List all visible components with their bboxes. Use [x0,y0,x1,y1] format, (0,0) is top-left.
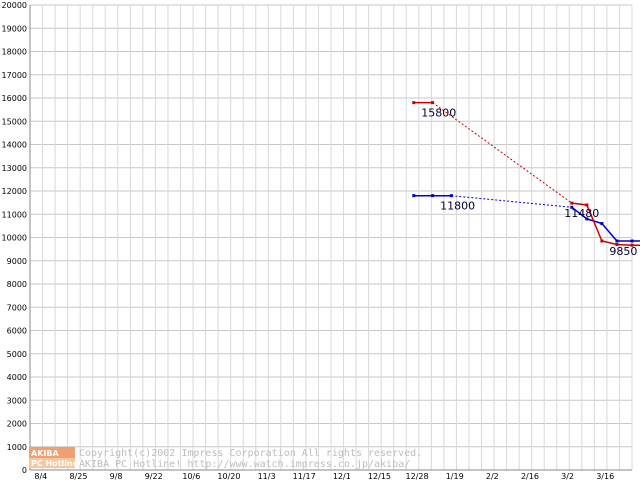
series-line [571,206,640,242]
site-url-line: AKIBA PC Hotline! http://www.watch.impre… [79,459,410,470]
y-tick-label: 16000 [2,94,27,103]
y-tick-label: 10000 [2,234,27,243]
y-tick-label: 9000 [7,257,27,266]
x-tick-label: 1/19 [446,472,464,480]
y-tick-label: 1000 [7,443,27,452]
y-tick-label: 13000 [2,164,27,173]
x-tick-label: 12/15 [368,472,391,480]
series-point [570,205,574,209]
x-tick-label: 12/1 [333,472,351,480]
y-tick-label: 3000 [7,396,27,405]
data-label: 11480 [564,207,599,220]
series-point [431,194,435,198]
x-tick-label: 9/22 [145,472,163,480]
logo-block-top [29,447,75,458]
y-tick-label: 17000 [2,71,27,80]
data-labels: 15800118001148098509670925096696399 [421,107,637,258]
chart-series [412,101,640,247]
logo-text-bottom: PC Hotline! [31,459,82,468]
data-label: 15800 [421,107,456,120]
x-tick-label: 8/4 [34,472,47,480]
y-tick-label: 14000 [2,141,27,150]
series-line [451,195,572,208]
x-tick-label: 3/16 [596,472,614,480]
series-point [630,243,634,247]
x-tick-label: 9/8 [110,472,123,480]
y-tick-label: 11000 [2,210,27,219]
chart-grid [29,4,633,471]
series-point [600,222,604,226]
series-point [570,201,574,205]
y-tick-label: 0 [22,466,27,475]
logo-text-top: AKIBA [31,449,59,458]
x-tick-label: 2/2 [486,472,499,480]
series-line [432,102,573,204]
x-tick-label: 3/2 [561,472,574,480]
y-tick-label: 7000 [7,303,27,312]
series-point [585,203,589,207]
y-tick-label: 8000 [7,280,27,289]
x-tick-label: 12/28 [406,472,429,480]
logo-block-bottom [29,458,75,468]
data-label: 11800 [440,200,475,213]
y-tick-label: 2000 [7,420,27,429]
series-point [615,242,619,246]
series-point [449,194,453,198]
x-tick-label: 11/17 [293,472,316,480]
x-tick-label: 2/16 [521,472,539,480]
y-tick-label: 5000 [7,350,27,359]
y-tick-label: 19000 [2,24,27,33]
x-tick-label: 10/20 [217,472,240,480]
series-point [600,239,604,243]
y-tick-label: 6000 [7,327,27,336]
copyright-line: Copyright(c)2002 Impress Corporation All… [79,448,422,459]
y-tick-label: 15000 [2,117,27,126]
y-tick-label: 4000 [7,373,27,382]
y-axis-ticks: 0 1000 2000 3000 4000 5000 6000 7000 8000 9000 100… [2,1,27,475]
series-point [412,194,416,198]
copyright-watermark: AKIBA PC Hotline! Copyright(c)2002 Impre… [29,447,422,470]
series-point [585,217,589,221]
x-tick-label: 8/25 [69,472,87,480]
series-point [412,101,416,105]
x-axis-ticks: 8/4 8/25 9/8 9/22 10/6 10/20 11/3 11/17 12/1 12/1… [34,472,614,480]
series-point [615,239,619,243]
y-tick-label: 20000 [2,1,27,10]
series-point [630,239,634,243]
y-tick-label: 18000 [2,48,27,57]
y-tick-label: 12000 [2,187,27,196]
data-label: 9850 [609,245,637,258]
series-line [571,202,640,246]
x-tick-label: 10/6 [182,472,200,480]
x-tick-label: 11/3 [258,472,276,480]
